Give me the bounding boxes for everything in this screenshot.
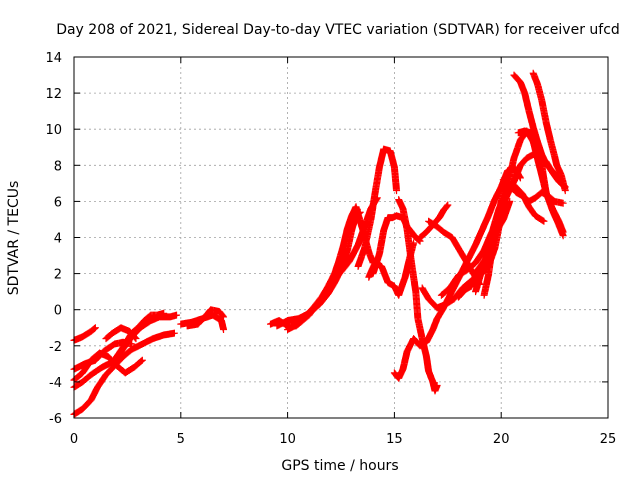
series-track-27 [514, 127, 567, 240]
axis-ticks: 0 5 10 15 20 25 -6 -4 -2 0 2 4 6 8 10 12 14 [45, 51, 616, 447]
series-track-7 [102, 324, 140, 343]
x-tick-label: 15 [386, 432, 403, 447]
chart-title: Day 208 of 2021, Sidereal Day-to-day VTE… [56, 22, 620, 38]
series-track-26 [529, 69, 569, 195]
series-track-6 [113, 309, 168, 361]
y-tick-label: -2 [49, 340, 62, 355]
y-tick-label: 12 [45, 87, 62, 102]
x-tick-label: 25 [600, 432, 617, 447]
y-tick-label: 0 [54, 304, 62, 319]
series-track-9 [183, 306, 228, 330]
x-tick-label: 20 [493, 432, 510, 447]
y-axis-label: SDTVAR / TECUs [6, 181, 22, 296]
x-tick-label: 5 [177, 432, 185, 447]
y-tick-label: -6 [49, 412, 62, 427]
y-tick-label: -4 [49, 376, 62, 391]
y-tick-label: 10 [45, 123, 62, 138]
y-tick-label: 4 [54, 232, 62, 247]
y-tick-label: 6 [54, 195, 62, 210]
x-tick-label: 10 [279, 432, 296, 447]
y-tick-label: 2 [54, 268, 62, 283]
series-track-16 [395, 196, 441, 395]
y-tick-label: 14 [45, 51, 62, 66]
x-axis-label: GPS time / hours [281, 458, 398, 474]
y-tick-label: 8 [54, 159, 62, 174]
series-track-13 [354, 145, 401, 270]
series-track-28 [455, 197, 514, 301]
data-points [70, 69, 569, 418]
x-tick-label: 0 [70, 432, 78, 447]
